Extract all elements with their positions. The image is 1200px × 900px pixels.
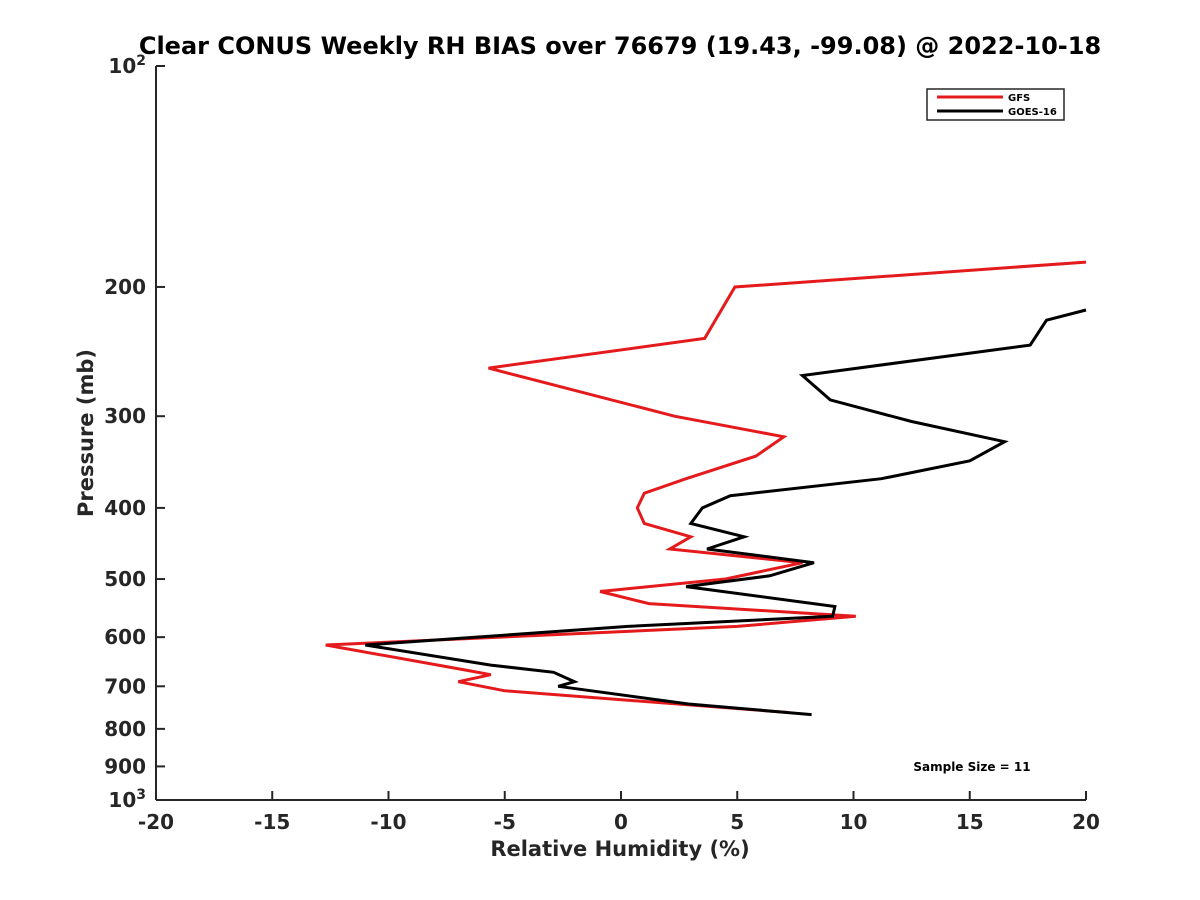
series-line-gfs	[325, 260, 1087, 714]
legend-box	[926, 88, 1065, 121]
x-tick-label: -20	[138, 810, 174, 834]
legend-label: GFS	[1008, 93, 1030, 104]
y-tick-label: 400	[104, 496, 146, 520]
y-tick-label: 700	[104, 674, 146, 698]
y-tick-label: 500	[104, 567, 146, 591]
plot-area: -20 -15 -10 -5 0 5 10 15 20 102 200 300 400 500 600 70…	[104, 53, 1100, 834]
x-tick-label: 5	[730, 810, 744, 834]
y-tick-label: 600	[104, 625, 146, 649]
y-tick-label: 200	[104, 275, 146, 299]
y-tick-label: 300	[104, 404, 146, 428]
series-lines	[325, 260, 1087, 717]
x-tick-label: -15	[254, 810, 290, 834]
x-tick-label: 0	[614, 810, 628, 834]
y-tick-label: 103	[108, 787, 146, 812]
y-axis-ticks: 102 200 300 400 500 600 700 800 900 103	[104, 53, 165, 812]
y-tick-label: 800	[104, 717, 146, 741]
sample-size-annotation: Sample Size = 11	[913, 760, 1030, 774]
y-tick-label: 900	[104, 754, 146, 778]
legend-label: GOES-16	[1008, 107, 1057, 118]
x-tick-label: -5	[494, 810, 516, 834]
x-axis-label: Relative Humidity (%)	[490, 837, 749, 861]
x-tick-label: 20	[1072, 810, 1100, 834]
y-axis-label: Pressure (mb)	[74, 349, 98, 517]
x-axis-ticks: -20 -15 -10 -5 0 5 10 15 20	[138, 791, 1100, 834]
x-tick-label: -10	[370, 810, 406, 834]
legend: GFS GOES-16	[926, 88, 1065, 121]
chart-title: Clear CONUS Weekly RH BIAS over 76679 (1…	[139, 32, 1101, 60]
y-tick-label: 102	[108, 53, 146, 78]
x-tick-label: 10	[840, 810, 868, 834]
x-tick-label: 15	[956, 810, 984, 834]
series-line-goes-16	[365, 308, 1087, 717]
